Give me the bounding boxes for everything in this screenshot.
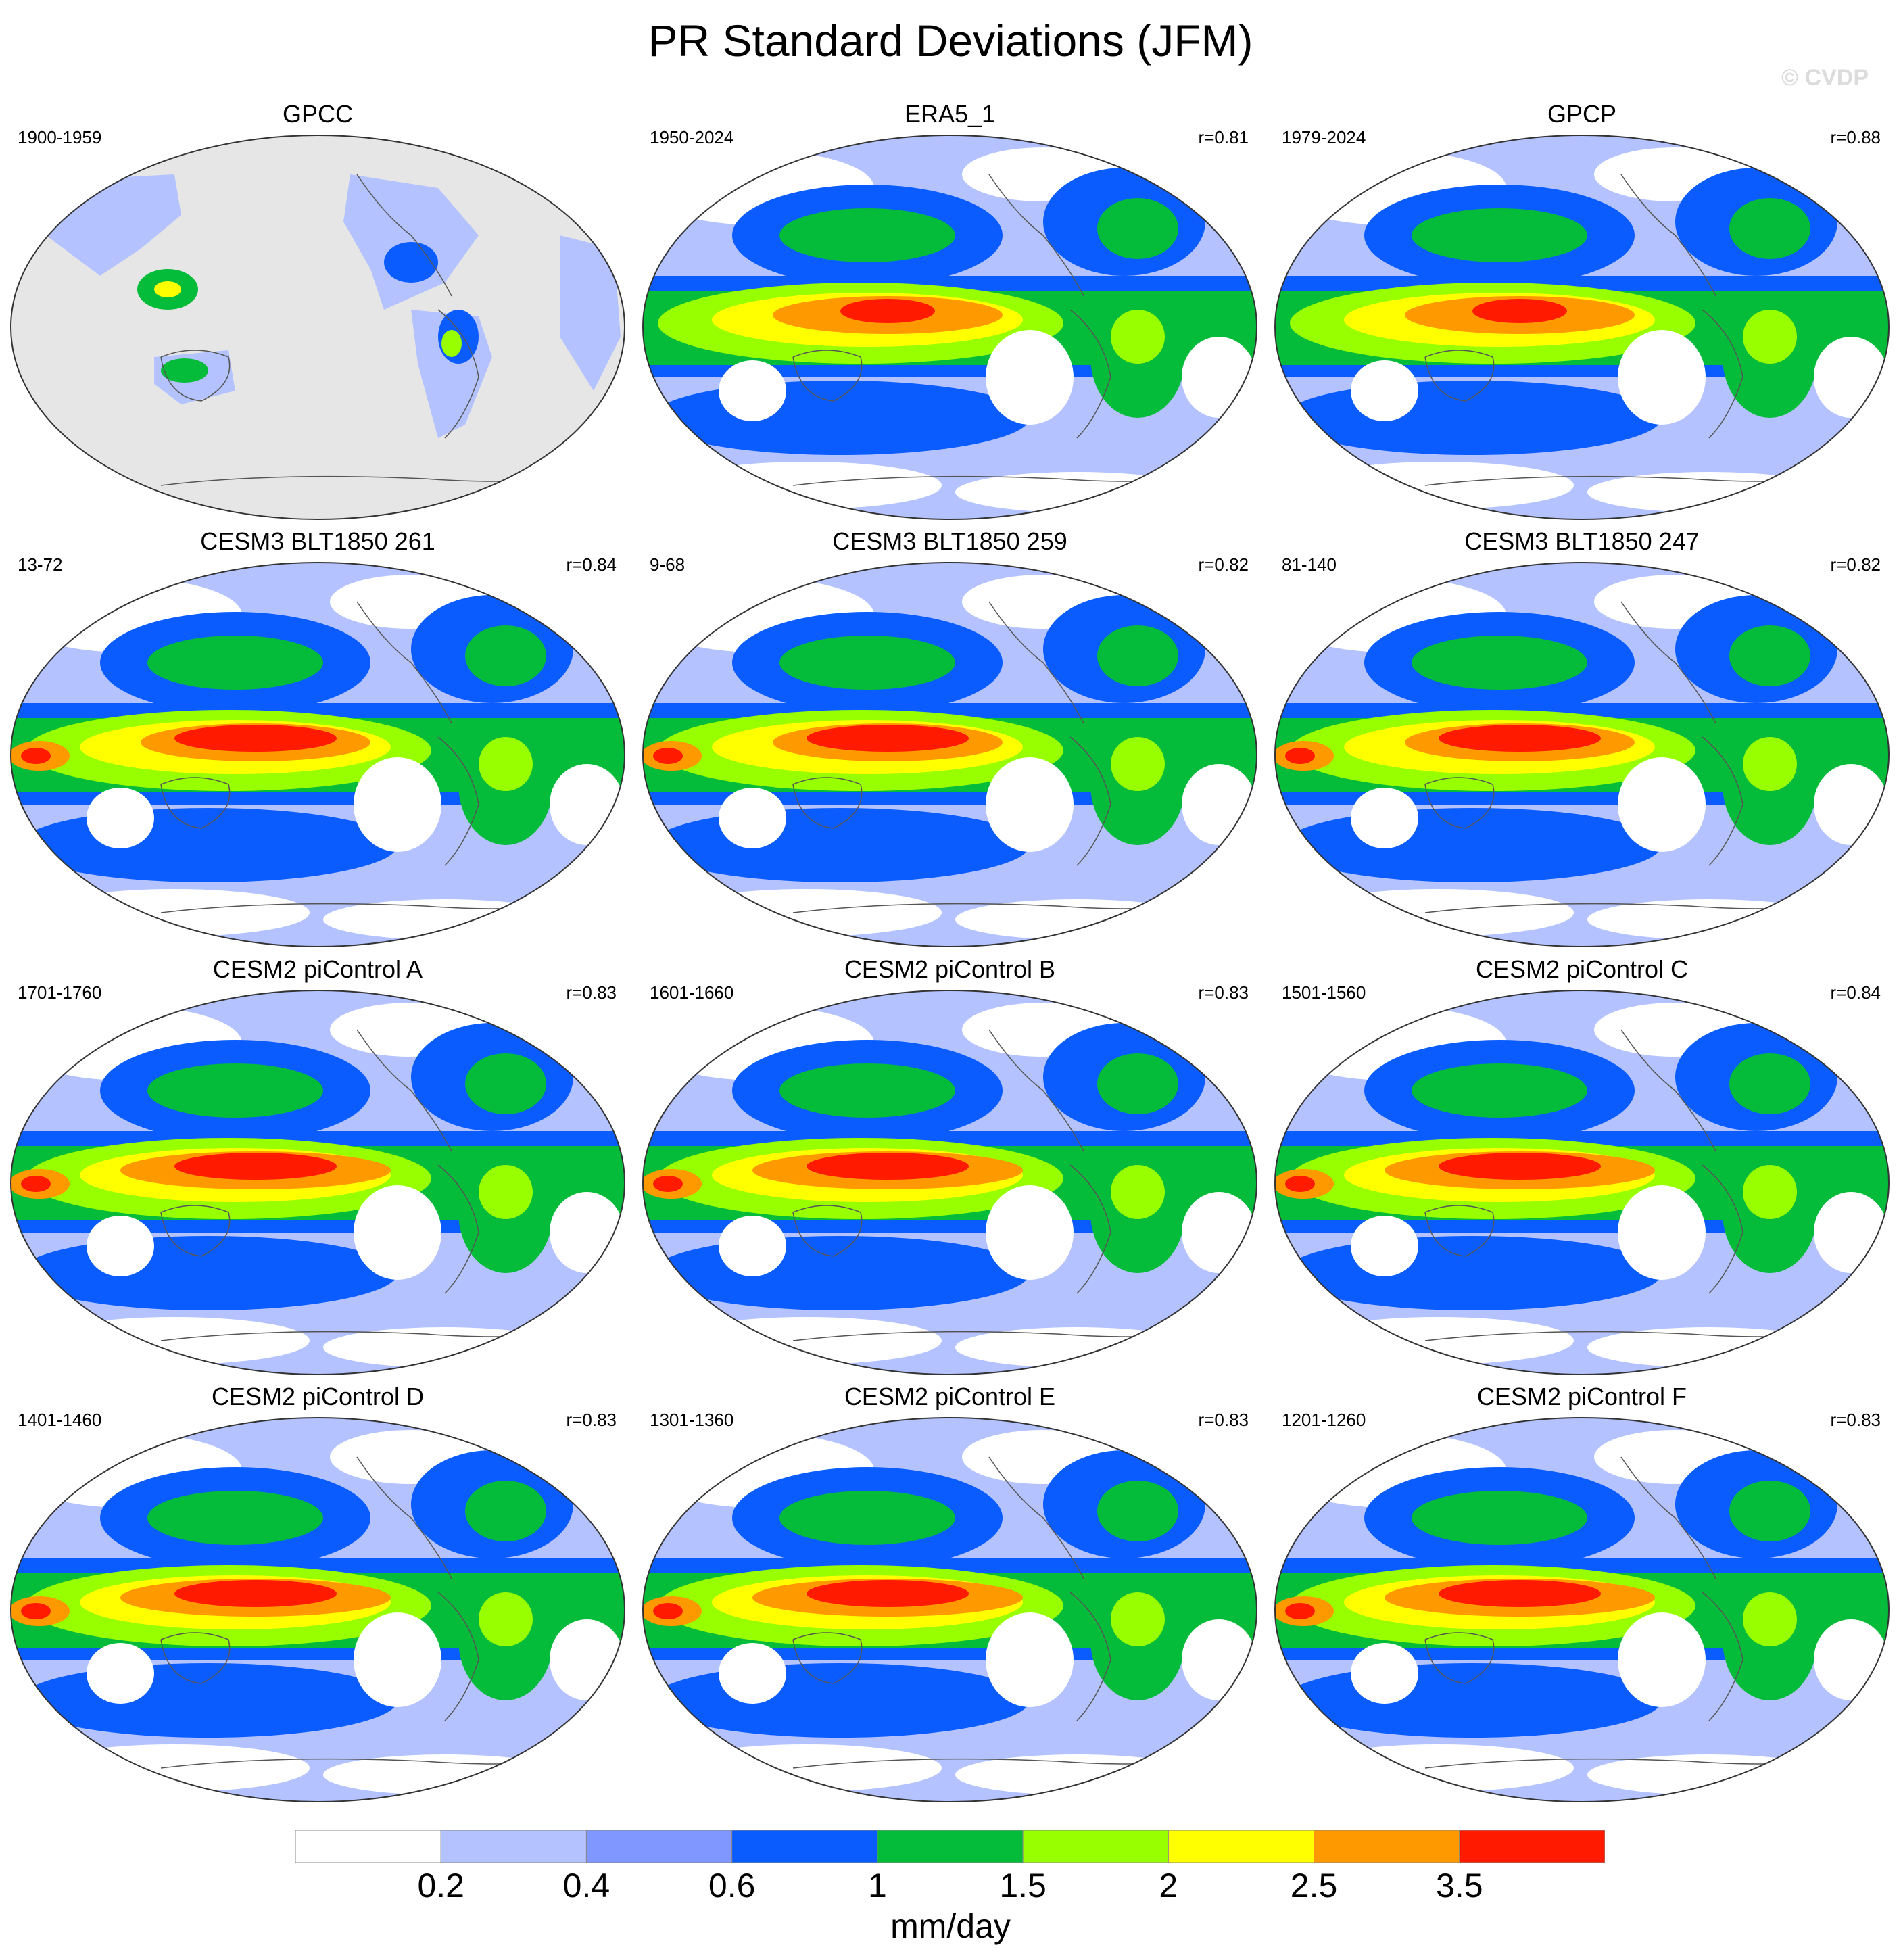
colorbar-swatches bbox=[295, 1830, 1605, 1863]
panel-correlation: r=0.82 bbox=[1830, 554, 1881, 575]
panel-correlation: r=0.83 bbox=[1830, 1410, 1881, 1430]
map-panel: CESM3 BLT1850 259 9-68 r=0.82 bbox=[637, 527, 1262, 960]
colorbar-units: mm/day bbox=[890, 1907, 1011, 1945]
map-outline bbox=[642, 990, 1257, 1375]
panel-period: 1201-1260 bbox=[1282, 1410, 1366, 1430]
colorbar-tick-label: 2.5 bbox=[1290, 1867, 1338, 1905]
map-outline bbox=[642, 1417, 1257, 1802]
panel-period: 9-68 bbox=[650, 554, 685, 575]
colorbar-swatch bbox=[877, 1830, 1024, 1863]
panel-title: CESM2 piControl F bbox=[1476, 1383, 1687, 1410]
global-map bbox=[642, 135, 1257, 520]
colorbar-tick-label: 0.6 bbox=[708, 1867, 756, 1905]
panel-title: CESM3 BLT1850 247 bbox=[1464, 527, 1700, 555]
colorbar-swatch bbox=[585, 1830, 733, 1863]
panel-period: 1401-1460 bbox=[18, 1410, 102, 1430]
colorbar-tick-label: 0.2 bbox=[417, 1867, 464, 1905]
colorbar-swatch bbox=[731, 1830, 878, 1863]
colorbar-swatch bbox=[1314, 1830, 1460, 1863]
colorbar-swatch bbox=[1022, 1830, 1169, 1863]
map-panel: CESM2 piControl A 1701-1760 r=0.83 bbox=[5, 955, 630, 1388]
colorbar bbox=[295, 1830, 1605, 1863]
map-outline bbox=[642, 135, 1257, 520]
map-panel: GPCC 1900-1959 bbox=[5, 100, 630, 533]
panel-title: CESM3 BLT1850 261 bbox=[200, 527, 435, 555]
panel-title: CESM2 piControl E bbox=[844, 1383, 1056, 1410]
global-map bbox=[642, 990, 1257, 1375]
panel-correlation: r=0.81 bbox=[1198, 127, 1249, 147]
panel-correlation: r=0.84 bbox=[1830, 982, 1881, 1003]
panel-correlation: r=0.88 bbox=[1830, 127, 1881, 147]
map-outline bbox=[10, 562, 625, 947]
figure-title: PR Standard Deviations (JFM) bbox=[648, 16, 1253, 66]
map-outline bbox=[1274, 990, 1890, 1375]
panel-title: CESM2 piControl D bbox=[211, 1383, 425, 1410]
map-panel: CESM2 piControl D 1401-1460 r=0.83 bbox=[5, 1383, 630, 1815]
panel-period: 1701-1760 bbox=[18, 982, 102, 1003]
global-map bbox=[10, 1417, 625, 1802]
global-map bbox=[642, 562, 1257, 947]
global-map bbox=[1274, 1417, 1890, 1802]
panel-title: GPCC bbox=[282, 100, 353, 128]
map-panel: ERA5_1 1950-2024 r=0.81 bbox=[637, 100, 1262, 533]
panel-period: 81-140 bbox=[1282, 554, 1337, 575]
copyright-watermark: © CVDP bbox=[1781, 65, 1869, 91]
panel-period: 1301-1360 bbox=[650, 1410, 734, 1430]
colorbar-tick-label: 2 bbox=[1159, 1867, 1178, 1905]
global-map bbox=[1274, 990, 1890, 1375]
global-map bbox=[1274, 562, 1890, 947]
panel-period: 1979-2024 bbox=[1282, 127, 1366, 147]
panel-correlation: r=0.84 bbox=[566, 554, 617, 575]
global-map bbox=[1274, 135, 1890, 520]
map-outline bbox=[1274, 135, 1890, 520]
map-panel: CESM3 BLT1850 247 81-140 r=0.82 bbox=[1270, 527, 1894, 960]
map-outline bbox=[1274, 1417, 1890, 1802]
panel-period: 1601-1660 bbox=[650, 982, 734, 1003]
colorbar-tick-label: 1.5 bbox=[999, 1867, 1046, 1905]
colorbar-tick-label: 0.4 bbox=[562, 1867, 610, 1905]
panel-title: ERA5_1 bbox=[904, 100, 996, 128]
colorbar-swatch bbox=[1459, 1830, 1605, 1863]
panel-period: 13-72 bbox=[18, 554, 63, 575]
panel-title: CESM3 BLT1850 259 bbox=[832, 527, 1067, 555]
colorbar-swatch bbox=[1168, 1830, 1315, 1863]
map-panel: CESM2 piControl B 1601-1660 r=0.83 bbox=[637, 955, 1262, 1388]
map-outline bbox=[642, 562, 1257, 947]
colorbar-swatch bbox=[295, 1830, 441, 1863]
global-map bbox=[10, 562, 625, 947]
global-map bbox=[10, 135, 625, 520]
panel-period: 1900-1959 bbox=[18, 127, 102, 147]
panel-correlation: r=0.83 bbox=[1198, 982, 1249, 1003]
panel-title: GPCP bbox=[1547, 100, 1617, 128]
map-outline bbox=[10, 990, 625, 1375]
panel-correlation: r=0.83 bbox=[1198, 1410, 1249, 1430]
panel-period: 1501-1560 bbox=[1282, 982, 1366, 1003]
global-map bbox=[10, 990, 625, 1375]
map-panel: CESM2 piControl C 1501-1560 r=0.84 bbox=[1270, 955, 1894, 1388]
panel-correlation: r=0.82 bbox=[1198, 554, 1249, 575]
panel-title: CESM2 piControl B bbox=[844, 955, 1056, 983]
panel-title: CESM2 piControl C bbox=[1475, 955, 1689, 983]
colorbar-swatch bbox=[440, 1830, 587, 1863]
map-panel: GPCP 1979-2024 r=0.88 bbox=[1270, 100, 1894, 533]
map-outline bbox=[1274, 562, 1890, 947]
map-outline bbox=[10, 1417, 625, 1802]
map-panel: CESM3 BLT1850 261 13-72 r=0.84 bbox=[5, 527, 630, 960]
colorbar-tick-label: 1 bbox=[867, 1867, 887, 1905]
map-panel: CESM2 piControl E 1301-1360 r=0.83 bbox=[637, 1383, 1262, 1815]
map-panel: CESM2 piControl F 1201-1260 r=0.83 bbox=[1270, 1383, 1894, 1815]
panel-correlation: r=0.83 bbox=[566, 982, 617, 1003]
panel-correlation: r=0.83 bbox=[566, 1410, 617, 1430]
colorbar-tick-label: 3.5 bbox=[1436, 1867, 1483, 1905]
panel-period: 1950-2024 bbox=[650, 127, 734, 147]
panel-title: CESM2 piControl A bbox=[212, 955, 423, 983]
map-outline bbox=[10, 135, 625, 520]
global-map bbox=[642, 1417, 1257, 1802]
